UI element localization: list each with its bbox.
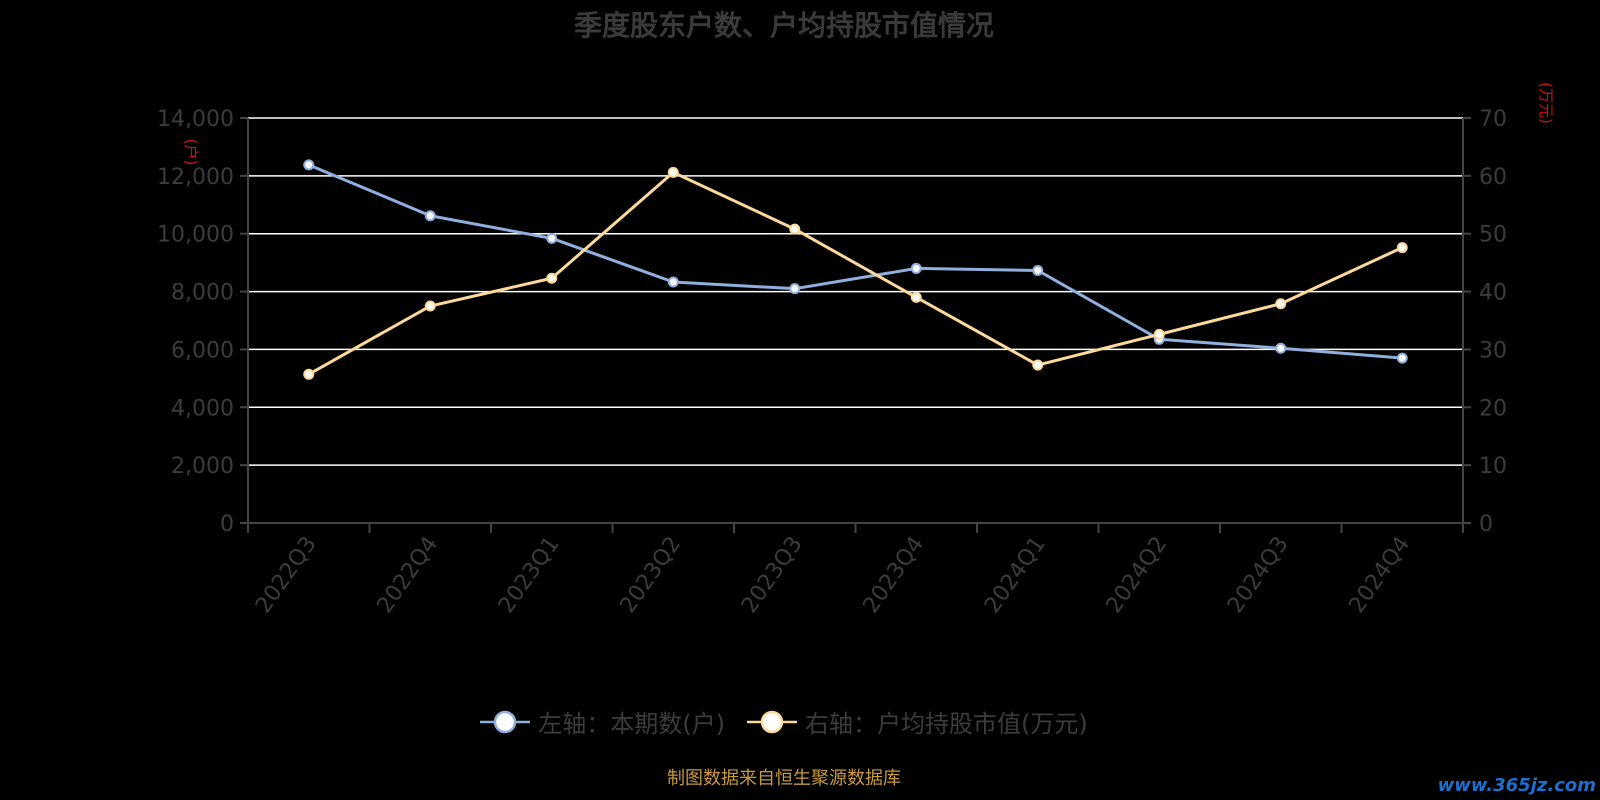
data-point-left <box>1032 264 1044 276</box>
data-point-left <box>667 276 679 288</box>
chart-title: 季度股东户数、户均持股市值情况 <box>573 9 994 42</box>
x-tick-label: 2024Q4 <box>1345 532 1416 618</box>
data-point-right <box>667 166 679 178</box>
data-point-right <box>1396 242 1408 254</box>
data-point-right <box>1032 359 1044 371</box>
series-line-left <box>308 163 1403 360</box>
watermark: www.365jz.com <box>1437 775 1596 796</box>
data-point-left <box>303 159 315 171</box>
x-tick-label: 2022Q3 <box>251 532 322 618</box>
legend-item-right[interactable]: 右轴：户均持股市值(万元) <box>747 704 1088 739</box>
data-point-right <box>546 272 558 284</box>
data-point-right <box>1275 298 1287 310</box>
data-point-left <box>910 262 922 274</box>
x-tick-label: 2023Q2 <box>616 532 687 618</box>
y-left-unit-label: (户) <box>182 139 200 166</box>
y-left-tick-label: 0 <box>220 512 234 537</box>
data-point-left <box>1396 352 1408 364</box>
legend-marker-right <box>747 710 797 733</box>
y-right-tick-label: 0 <box>1479 512 1493 537</box>
y-left-tick-label: 8,000 <box>171 281 234 306</box>
grid-layer <box>248 117 1463 466</box>
data-point-right <box>303 368 315 380</box>
y-right-tick-label: 50 <box>1479 223 1507 248</box>
y-right-tick-label: 60 <box>1479 165 1507 190</box>
data-point-right <box>424 300 436 312</box>
y-left-tick-label: 12,000 <box>157 165 234 190</box>
source-note: 制图数据来自恒生聚源数据库 <box>667 768 901 789</box>
x-tick-label: 2023Q3 <box>737 532 808 618</box>
legend: 左轴：本期数(户) 右轴：户均持股市值(万元) <box>0 704 1568 739</box>
y-right-tick-label: 30 <box>1479 338 1507 363</box>
legend-label-right: 右轴：户均持股市值(万元) <box>805 710 1088 738</box>
data-point-right <box>789 223 801 235</box>
data-point-left <box>789 283 801 295</box>
y-left-tick-label: 2,000 <box>171 454 234 479</box>
data-point-left <box>1275 342 1287 354</box>
x-tick-label: 2024Q3 <box>1223 532 1294 618</box>
y-right-tick-label: 10 <box>1479 454 1507 479</box>
y-right-tick-label: 70 <box>1479 107 1507 132</box>
x-tick-label: 2023Q1 <box>494 532 565 618</box>
series-layer <box>303 159 1408 380</box>
y-left-tick-label: 6,000 <box>171 338 234 363</box>
data-point-right <box>1153 328 1165 340</box>
legend-label-left: 左轴：本期数(户) <box>538 710 725 738</box>
x-tick-label: 2024Q1 <box>980 532 1051 618</box>
y-right-tick-label: 40 <box>1479 281 1507 306</box>
x-tick-label: 2022Q4 <box>373 532 444 618</box>
x-tick-label: 2023Q4 <box>859 532 930 618</box>
y-left-tick-label: 10,000 <box>157 223 234 248</box>
y-left-tick-label: 4,000 <box>171 396 234 421</box>
x-tick-label: 2024Q2 <box>1102 532 1173 618</box>
y-right-tick-label: 20 <box>1479 396 1507 421</box>
legend-marker-left <box>480 710 531 733</box>
series-line-right <box>308 170 1403 376</box>
data-point-left <box>546 232 558 244</box>
data-point-right <box>910 291 922 303</box>
data-point-left <box>424 210 436 222</box>
y-left-tick-label: 14,000 <box>157 107 234 132</box>
y-right-unit-label: (万元) <box>1537 82 1555 124</box>
legend-item-left[interactable]: 左轴：本期数(户) <box>480 704 725 739</box>
